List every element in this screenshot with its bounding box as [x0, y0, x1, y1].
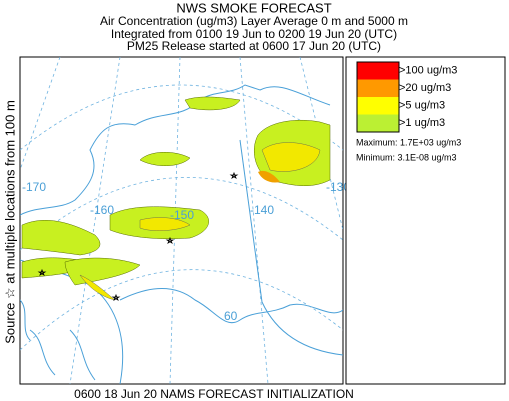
side-label: Source ☆ at multiple locations from 100 … [2, 100, 17, 344]
subtitle: PM25 Release started at 0600 17 Jun 20 (… [127, 39, 381, 53]
legend-swatch [357, 97, 399, 115]
map: -170 -160 -150 -140 -130 60 [19, 56, 350, 385]
subtitle: Integrated from 0100 19 Jun to 0200 19 J… [111, 27, 397, 41]
legend-swatch [357, 62, 399, 80]
longitude-label: -130 [326, 180, 350, 194]
legend: Maximum: 1.7E+03 ug/m3 Minimum: 3.1E-08 … [345, 56, 506, 385]
legend-label: >5 ug/m3 [399, 100, 445, 112]
longitude-label: -170 [22, 180, 46, 194]
maximum: Maximum: 1.7E+03 ug/m3 [356, 137, 461, 147]
legend-box [356, 61, 400, 133]
longitude-label: -150 [170, 208, 194, 222]
longitude-label: -140 [250, 203, 274, 217]
legend-swatch [357, 79, 399, 97]
sources [37, 171, 239, 301]
legend-label: >1 ug/m3 [399, 117, 445, 129]
legend-label: >20 ug/m3 [399, 82, 451, 94]
minimum: Minimum: 3.1E-08 ug/m3 [356, 152, 457, 162]
longitude-label: -160 [90, 203, 114, 217]
legend-swatch [357, 114, 399, 132]
latitude-label: 60 [224, 309, 238, 323]
smoke-plumes [21, 96, 331, 301]
subtitle: Air Concentration (ug/m3) Layer Average … [100, 14, 408, 28]
title: NWS SMOKE FORECAST [176, 0, 331, 15]
footer: 0600 18 Jun 20 NAMS FORECAST INITIALIZAT… [74, 387, 354, 401]
legend-label: >100 ug/m3 [399, 65, 457, 77]
